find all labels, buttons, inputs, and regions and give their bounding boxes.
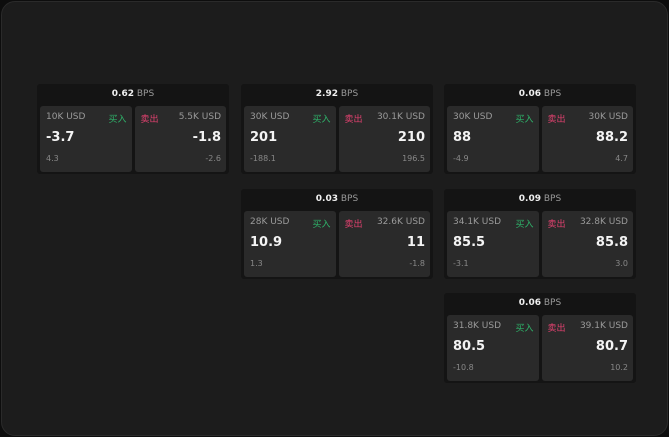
spread-value: 0.03 [315,194,338,204]
ask-change: 10.2 [610,363,628,372]
ask-price: 210 [397,130,425,145]
spread-header: 0.09 BPS [444,189,636,209]
bid-change: 4.3 [46,154,59,163]
spread-header: 0.06 BPS [444,84,636,104]
ask-change: 4.7 [615,154,628,163]
ask-size: 5.5K USD [178,112,221,122]
quote-card: 2.92 BPS 30K USD 买入 201 -188.1 卖出 30.1K … [241,84,433,174]
buy-tile[interactable]: 30K USD 买入 201 -188.1 [244,106,336,172]
spread-value: 0.06 [518,89,541,99]
bid-price: 88 [453,130,472,145]
ask-change: 3.0 [615,259,628,268]
spread-value: 2.92 [315,89,338,99]
ask-size: 39.1K USD [579,321,628,331]
spread-value: 0.09 [518,194,541,204]
bid-size: 10K USD [46,112,86,122]
sell-tile[interactable]: 卖出 30K USD 88.2 4.7 [541,106,633,172]
quote-card: 0.06 BPS 31.8K USD 买入 80.5 -10.8 卖出 39.1… [444,293,636,383]
buy-tile[interactable]: 10K USD 买入 -3.7 4.3 [40,106,132,172]
bid-change: -10.8 [453,363,474,372]
bid-price: -3.7 [46,130,75,145]
buy-label: 买入 [515,324,534,334]
sell-label: 卖出 [344,220,363,230]
ask-price: 88.2 [595,130,628,145]
sell-tile[interactable]: 卖出 32.6K USD 11 -1.8 [338,211,430,277]
buy-label: 买入 [108,115,127,125]
ask-change: -2.6 [205,154,221,163]
ask-price: 11 [406,235,425,250]
spread-unit: BPS [543,194,562,204]
bid-size: 28K USD [250,217,290,227]
quote-card: 0.09 BPS 34.1K USD 买入 85.5 -3.1 卖出 32.8K… [444,189,636,279]
spread-unit: BPS [543,298,562,308]
sell-tile[interactable]: 卖出 5.5K USD -1.8 -2.6 [134,106,226,172]
ask-size: 32.6K USD [376,217,425,227]
buy-label: 买入 [312,220,331,230]
ask-price: 85.8 [595,235,628,250]
ask-size: 30.1K USD [376,112,425,122]
bid-size: 30K USD [453,112,493,122]
sell-tile[interactable]: 卖出 30.1K USD 210 196.5 [338,106,430,172]
sell-label: 卖出 [344,115,363,125]
spread-unit: BPS [340,194,359,204]
sell-label: 卖出 [547,115,566,125]
sell-tile[interactable]: 卖出 32.8K USD 85.8 3.0 [541,211,633,277]
bid-change: -188.1 [250,154,276,163]
bid-price: 201 [250,130,278,145]
ask-change: 196.5 [402,154,425,163]
ask-price: -1.8 [192,130,221,145]
bid-size: 31.8K USD [453,321,502,331]
sell-tile[interactable]: 卖出 39.1K USD 80.7 10.2 [541,315,633,381]
bid-change: -4.9 [453,154,469,163]
spread-unit: BPS [136,89,155,99]
buy-tile[interactable]: 28K USD 买入 10.9 1.3 [244,211,336,277]
spread-value: 0.06 [518,298,541,308]
ask-size: 30K USD [588,112,628,122]
bid-size: 30K USD [250,112,290,122]
quote-card: 0.03 BPS 28K USD 买入 10.9 1.3 卖出 32.6K US… [241,189,433,279]
buy-tile[interactable]: 34.1K USD 买入 85.5 -3.1 [447,211,539,277]
bid-price: 80.5 [453,339,486,354]
bid-price: 85.5 [453,235,486,250]
spread-header: 0.03 BPS [241,189,433,209]
buy-tile[interactable]: 31.8K USD 买入 80.5 -10.8 [447,315,539,381]
sell-label: 卖出 [547,324,566,334]
bid-change: 1.3 [250,259,263,268]
spread-unit: BPS [543,89,562,99]
buy-tile[interactable]: 30K USD 买入 88 -4.9 [447,106,539,172]
spread-header: 2.92 BPS [241,84,433,104]
buy-label: 买入 [312,115,331,125]
ask-price: 80.7 [595,339,628,354]
bid-price: 10.9 [250,235,283,250]
quote-card: 0.62 BPS 10K USD 买入 -3.7 4.3 卖出 5.5K USD… [37,84,229,174]
bid-size: 34.1K USD [453,217,502,227]
spread-header: 0.06 BPS [444,293,636,313]
spread-value: 0.62 [111,89,134,99]
sell-label: 卖出 [547,220,566,230]
ask-change: -1.8 [409,259,425,268]
bid-change: -3.1 [453,259,469,268]
buy-label: 买入 [515,220,534,230]
quote-card: 0.06 BPS 30K USD 买入 88 -4.9 卖出 30K USD 8… [444,84,636,174]
spread-unit: BPS [340,89,359,99]
sell-label: 卖出 [140,115,159,125]
spread-header: 0.62 BPS [37,84,229,104]
ask-size: 32.8K USD [579,217,628,227]
buy-label: 买入 [515,115,534,125]
